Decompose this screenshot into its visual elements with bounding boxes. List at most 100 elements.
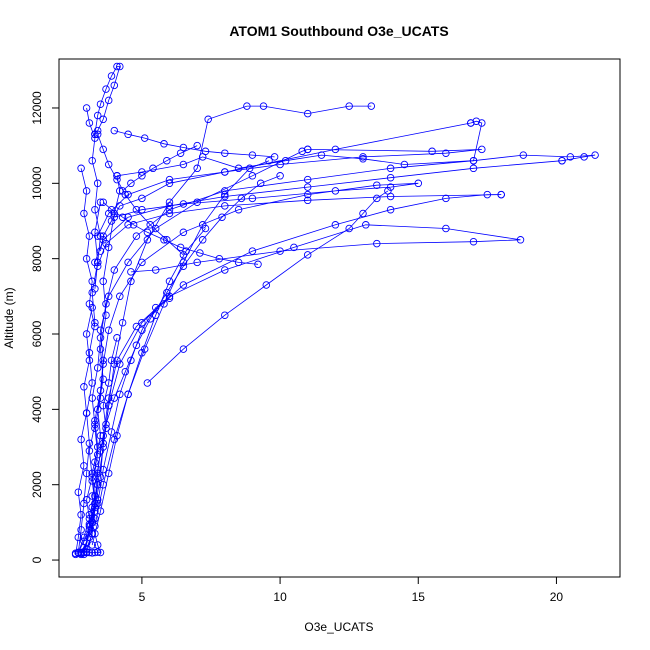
data-point [124, 258, 132, 267]
data-point [163, 288, 171, 297]
series-line [89, 337, 118, 538]
data-point [193, 141, 201, 150]
data-point [386, 164, 395, 173]
data-point [262, 281, 271, 289]
data-point [88, 518, 96, 527]
data-point [276, 160, 284, 169]
data-point [138, 194, 146, 203]
data-point [234, 205, 243, 214]
data-point [256, 179, 265, 188]
data-point [116, 390, 124, 399]
data-point [82, 548, 91, 556]
data-point [77, 435, 85, 444]
data-point [221, 190, 229, 199]
data-point [99, 443, 107, 451]
data-point [221, 149, 229, 157]
data-point [146, 221, 154, 229]
data-point [467, 119, 475, 127]
data-point [88, 156, 96, 165]
data-point [96, 100, 105, 108]
data-point [118, 187, 127, 195]
series-line [147, 190, 389, 384]
data-point [110, 266, 119, 274]
data-point [80, 548, 88, 557]
data-point [259, 102, 268, 110]
data-point [165, 198, 174, 206]
data-point [248, 247, 257, 255]
data-point [99, 401, 107, 410]
data-point [91, 228, 99, 237]
data-point [580, 153, 588, 161]
data-point [85, 533, 94, 542]
data-point [99, 198, 107, 206]
data-point [104, 379, 113, 387]
data-point [88, 277, 96, 286]
data-point [303, 183, 312, 191]
data-point [96, 447, 105, 455]
data-point [91, 205, 99, 214]
data-point [442, 149, 450, 157]
data-point [276, 247, 284, 255]
data-point [221, 168, 229, 176]
data-point [138, 168, 146, 176]
data-point [478, 119, 486, 127]
data-point [442, 224, 450, 233]
data-point [359, 209, 367, 218]
data-point [469, 164, 478, 173]
data-point [165, 277, 174, 286]
data-point [82, 104, 91, 112]
data-point [140, 134, 149, 142]
data-point [113, 62, 121, 71]
data-point [591, 151, 599, 159]
data-point [110, 435, 119, 444]
data-point [116, 62, 124, 71]
data-point [221, 202, 229, 210]
data-point [138, 326, 146, 334]
data-point [74, 488, 83, 496]
data-point [478, 145, 486, 154]
data-point [124, 130, 132, 139]
data-point [237, 194, 246, 203]
data-point [221, 192, 229, 201]
data-point [85, 232, 94, 240]
series-line [105, 175, 281, 425]
data-point [82, 469, 91, 478]
data-point [96, 548, 105, 557]
data-point [179, 200, 188, 208]
data-point [96, 345, 105, 353]
data-point [193, 164, 201, 173]
data-point [149, 164, 157, 173]
data-point [85, 439, 94, 448]
data-point [566, 153, 575, 161]
data-point [102, 239, 110, 248]
data-point [102, 420, 110, 429]
data-point [96, 326, 105, 334]
x-axis-label: O3e_UCATS [304, 620, 373, 634]
series-line [114, 130, 275, 158]
data-point [165, 209, 174, 218]
x-axis: 5 10 15 20 [139, 576, 563, 604]
data-point [132, 232, 141, 240]
data-point [124, 221, 132, 229]
data-point [104, 326, 113, 334]
data-point [469, 156, 478, 165]
data-point [469, 237, 478, 246]
data-point [138, 318, 146, 327]
series-line [80, 182, 419, 554]
data-point [85, 300, 94, 308]
data-point [179, 281, 188, 289]
data-point [179, 251, 188, 259]
data-point [303, 251, 312, 259]
data-point [198, 236, 207, 244]
series-line [80, 168, 96, 327]
series-line [97, 297, 170, 504]
data-point [85, 349, 94, 357]
series-line [116, 120, 483, 177]
data-point [132, 205, 141, 214]
data-point [104, 160, 113, 169]
data-point [127, 356, 135, 365]
data-point [102, 424, 110, 432]
data-point [243, 102, 251, 110]
data-point [107, 356, 116, 365]
